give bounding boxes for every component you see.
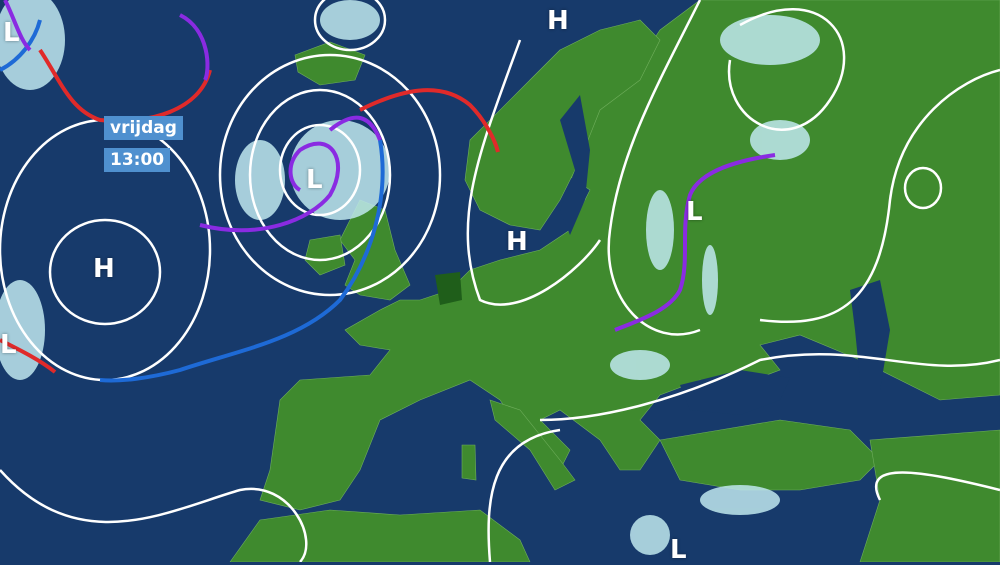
time-label: 13:00	[104, 148, 171, 172]
inland-seas	[560, 95, 890, 415]
occluded-front	[614, 153, 776, 332]
sardinia	[461, 444, 477, 481]
warm-front	[38, 48, 212, 123]
cold-front	[0, 19, 42, 72]
baltic-sea	[560, 95, 590, 235]
pressure-label-high: H	[506, 227, 528, 257]
middle-east	[859, 429, 1000, 562]
ireland	[304, 234, 346, 276]
occluded-front	[179, 13, 210, 81]
pressure-label-low: L	[686, 197, 703, 227]
pressure-label-low: L	[670, 535, 687, 565]
occluded-front	[199, 141, 341, 233]
warm-front	[359, 88, 500, 153]
italy	[489, 399, 576, 491]
pressure-label-high: H	[93, 254, 115, 284]
warm-front	[0, 338, 57, 374]
occluded-front	[3, 0, 32, 52]
netherlands	[435, 272, 462, 305]
fronts	[0, 0, 776, 383]
pressure-label-high: H	[547, 6, 569, 36]
occluded-front	[328, 115, 382, 141]
north-africa	[229, 509, 531, 562]
day-label: vrijdag	[104, 116, 183, 140]
precipitation	[0, 0, 820, 555]
pressure-label-low: L	[3, 18, 20, 48]
pressure-label-low: L	[0, 330, 17, 360]
pressure-label-low: L	[306, 165, 323, 195]
black-sea	[680, 370, 790, 415]
cold-front	[99, 139, 385, 383]
caspian-sea	[850, 280, 890, 390]
turkey	[659, 419, 881, 491]
iceland	[294, 41, 366, 86]
